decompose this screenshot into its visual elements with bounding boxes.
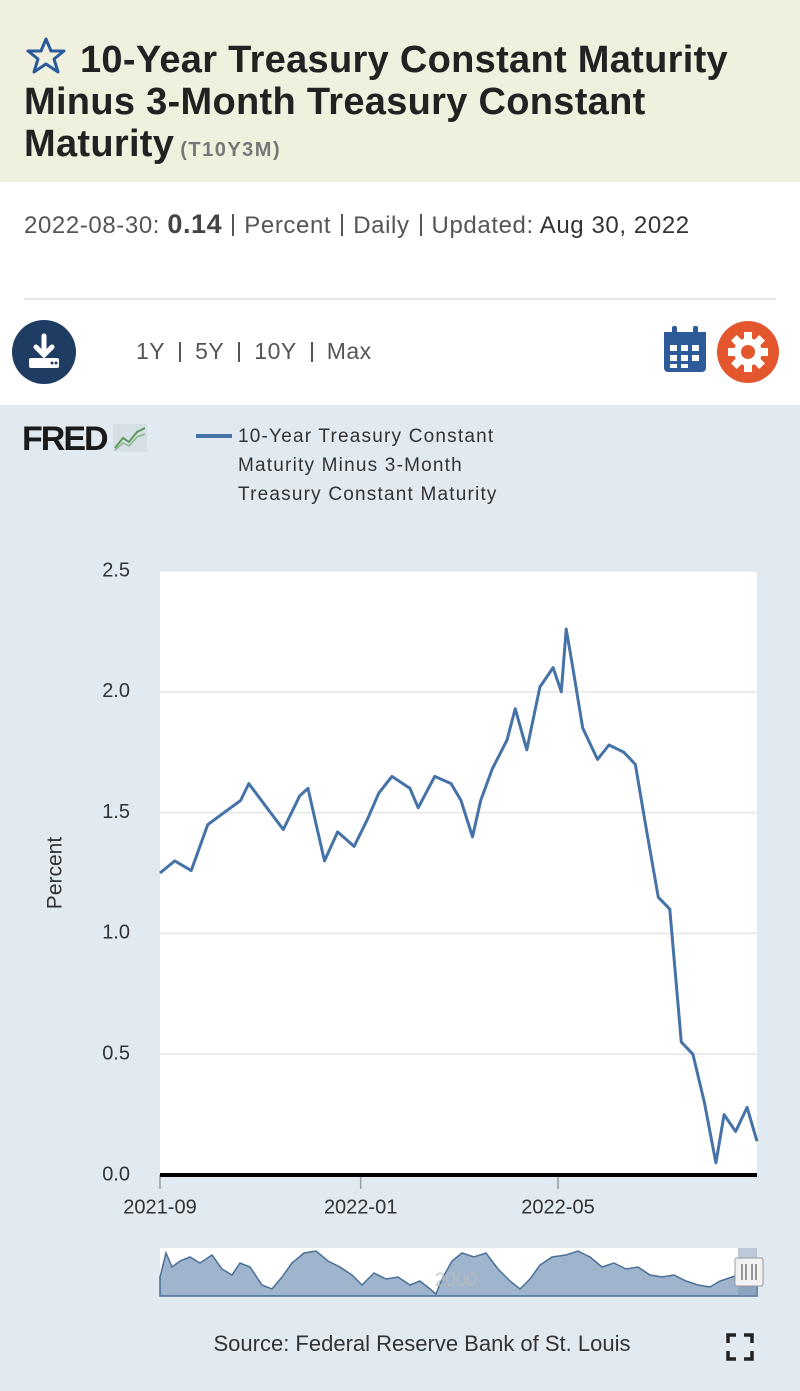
range-link[interactable]: 10Y: [254, 338, 297, 364]
y-tick-label: 1.5: [102, 801, 130, 823]
logo-icon: [112, 424, 147, 452]
separator: [310, 342, 313, 362]
chart: Percent 2000 Source: Federal Reserve Ban…: [44, 559, 764, 1361]
updated-date: Aug 30, 2022: [539, 212, 690, 239]
navigator-series: [159, 1250, 758, 1297]
plot-area: [160, 571, 757, 1175]
x-tick-label: 2022-01: [324, 1196, 397, 1218]
y-tick-label: 2.0: [102, 680, 130, 702]
data-line: [159, 627, 759, 1165]
obs-value: 0.14: [167, 209, 223, 239]
range-link[interactable]: Max: [326, 338, 372, 364]
navigator-label: 2000: [435, 1270, 477, 1291]
calendar-button[interactable]: [662, 326, 708, 374]
separator: [238, 342, 241, 362]
source: Source: Federal Reserve Bank of St. Loui…: [214, 1331, 631, 1356]
navigator-handle[interactable]: [734, 1257, 764, 1287]
y-tick-label: 0.5: [102, 1042, 130, 1064]
y-axis-title: Percent: [44, 837, 67, 910]
title-text: 10-Year Treasury Constant Maturity Minus…: [24, 39, 728, 165]
units: Percent: [244, 212, 332, 239]
separator: [179, 342, 182, 362]
frequency: Daily: [353, 212, 410, 239]
y-tick-label: 2.5: [102, 559, 130, 581]
separator: [341, 214, 344, 236]
x-tick-label: 2022-05: [521, 1196, 594, 1218]
separator: [419, 214, 422, 236]
settings-button[interactable]: [716, 320, 780, 384]
legend-item[interactable]: 10-Year Treasury Constant Maturity Minus…: [238, 422, 538, 509]
summary: 2022-08-30: 0.14 Percent Daily Updated: Aug…: [24, 206, 754, 244]
x-tick-label: 2021-09: [123, 1196, 196, 1218]
y-tick-label: 1.0: [102, 922, 130, 944]
favorite-star[interactable]: [24, 36, 68, 76]
legend-swatch: [196, 434, 232, 438]
range-link[interactable]: 5Y: [195, 338, 225, 364]
divider: [24, 298, 776, 300]
range-selector: 1Y 5Y 10Y Max: [136, 338, 372, 365]
header: 10-Year Treasury Constant Maturity Minus…: [0, 0, 800, 182]
title: 10-Year Treasury Constant Maturity Minus…: [24, 36, 784, 171]
download-button[interactable]: [12, 320, 76, 384]
series-id: (T10Y3M): [180, 139, 282, 161]
range-link[interactable]: 1Y: [136, 338, 166, 364]
obs-date: 2022-08-30:: [24, 212, 161, 239]
fullscreen-button[interactable]: [726, 1333, 754, 1361]
handle-grip: [741, 1264, 757, 1280]
y-tick-label: 0.0: [102, 1163, 130, 1185]
updated-label: Updated:: [431, 212, 534, 239]
logo-text: FRED: [22, 420, 109, 458]
fred-logo: FRED: [22, 420, 147, 459]
legend-label: 10-Year Treasury Constant Maturity Minus…: [238, 426, 498, 505]
separator: [232, 214, 235, 236]
navigator: 2000: [159, 1248, 764, 1297]
